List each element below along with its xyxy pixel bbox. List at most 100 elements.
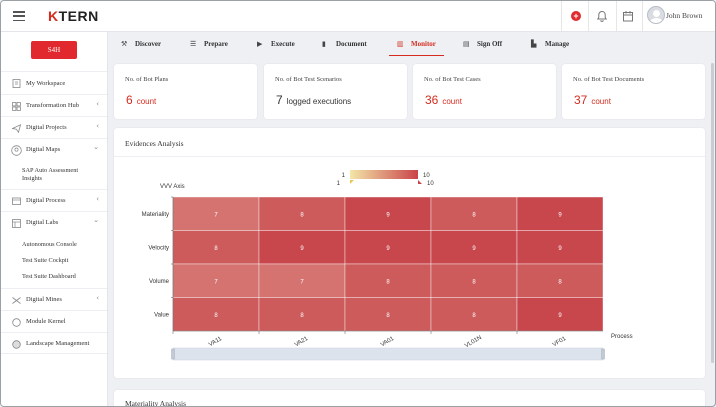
tab-prepare[interactable]: ☰ Prepare <box>190 32 228 56</box>
sidebar-item-transformation-hub[interactable]: Transformation Hub ‹ <box>1 94 107 116</box>
avatar[interactable] <box>647 6 665 24</box>
stat-value: 7 logged executions <box>276 93 352 107</box>
sidebar-item-digital-process[interactable]: Digital Process ‹ <box>1 189 107 211</box>
datazoom-slider[interactable] <box>172 347 604 361</box>
visualmap-handle-max-label: 10 <box>427 181 434 187</box>
panel-title: Evidences Analysis <box>125 139 184 148</box>
sidebar-subitem-test-suite-cockpit[interactable]: Test Suite Cockpit <box>22 257 69 264</box>
heatmap-cell-label: 9 <box>472 246 476 252</box>
sidebar-item-label: Transformation Hub <box>26 102 80 109</box>
heatmap-cell-label: 9 <box>558 313 562 319</box>
tab-execute[interactable]: ▶ Execute <box>257 32 295 56</box>
stat-value: 6 count <box>126 93 157 107</box>
workspace-icon <box>12 79 21 88</box>
visualmap-min-handle <box>350 180 354 184</box>
sidebar-item-digital-labs[interactable]: Digital Labs ⌄ <box>1 211 107 233</box>
menu-icon[interactable] <box>13 11 25 22</box>
chevron-down-icon: ⌄ <box>93 216 99 224</box>
sidebar-item-digital-projects[interactable]: Digital Projects ‹ <box>1 116 107 138</box>
heatmap-cell-label: 8 <box>214 313 218 319</box>
sidebar-subitem-autonomous-console[interactable]: Autonomous Console <box>22 241 77 248</box>
sidebar-item-digital-mines[interactable]: Digital Mines ‹ <box>1 288 107 310</box>
heatmap-cell <box>344 230 432 265</box>
visualmap-max-handle <box>418 180 422 184</box>
heatmap-cell <box>516 230 604 265</box>
stat-card-bot-plans[interactable]: No. of Bot Plans 6 count <box>114 64 257 119</box>
sidebar-item-module-kernel[interactable]: Module Kernel <box>1 310 107 332</box>
datazoom-handle-right[interactable] <box>601 348 605 360</box>
bell-icon[interactable] <box>596 10 608 22</box>
y-axis-title: VVV Axis <box>160 184 185 190</box>
tab-document[interactable]: ▮ Document <box>322 32 367 56</box>
sidebar-item-landscape-management[interactable]: Landscape Management <box>1 332 107 354</box>
sidebar-item-label: Landscape Management <box>26 340 90 347</box>
heatmap-cell-label: 7 <box>214 212 218 218</box>
tab-sign-off[interactable]: ▤ Sign Off <box>463 32 502 56</box>
heatmap-cell-label: 7 <box>214 279 218 285</box>
sidebar-item-label: Digital Process <box>26 197 66 204</box>
user-name[interactable]: John Brown <box>666 11 703 20</box>
sidebar-item-label: Module Kernel <box>26 318 66 325</box>
tab-monitor[interactable]: ▥ Monitor <box>389 32 444 56</box>
x-tick-label: VA21 <box>294 336 310 349</box>
heatmap-cell-label: 8 <box>472 212 476 218</box>
heatmap-cell-label: 8 <box>300 212 304 218</box>
stat-value: 36 count <box>425 93 462 107</box>
heatmap-cell-label: 9 <box>558 246 562 252</box>
heatmap-cell-label: 8 <box>558 279 562 285</box>
visualmap-min-label: 1 <box>342 173 346 179</box>
sidebar-item-label: Digital Maps <box>26 146 61 153</box>
chart-icon: ▥ <box>397 40 404 48</box>
y-tick-label: Materiality <box>142 212 169 218</box>
vertical-scrollbar[interactable] <box>711 63 714 363</box>
heatmap-cell <box>430 230 518 265</box>
heatmap-cell-label: 8 <box>386 279 390 285</box>
heatmap-chart: 7 8 9 8 9 8 9 9 9 9 7 7 8 8 8 8 8 8 8 9 Materiality Velocity V… <box>142 170 633 361</box>
heatmap-cell <box>344 297 432 332</box>
heatmap-cell <box>258 263 346 298</box>
x-tick-label: VF01 <box>552 336 568 349</box>
heatmap-cell-label: 7 <box>300 279 304 285</box>
stat-card-bot-test-documents[interactable]: No. of Bot Test Documents 37 count <box>562 64 705 119</box>
sidebar-item-label: My Workspace <box>26 80 66 87</box>
play-icon: ▶ <box>257 40 263 48</box>
sidebar-item-digital-maps[interactable]: Digital Maps ⌄ <box>1 138 107 160</box>
heatmap-cell-label: 8 <box>386 313 390 319</box>
add-icon[interactable]: + <box>571 11 581 21</box>
stat-card-bot-test-scenarios[interactable]: No. of Bot Test Scenarios 7 logged execu… <box>264 64 407 119</box>
sidebar-subitem-sap-auto-assessment[interactable]: SAP Auto Assessment Insights <box>22 167 79 182</box>
stat-label: No. of Bot Test Documents <box>573 76 645 83</box>
lab-icon <box>12 219 21 228</box>
document-icon: ▮ <box>322 40 326 48</box>
visualmap-max-label: 10 <box>423 173 430 179</box>
grid-icon <box>12 102 21 111</box>
tab-manage[interactable]: ▙ Manage <box>531 32 569 56</box>
heatmap-cell <box>172 297 260 332</box>
heatmap-cell-label: 8 <box>472 279 476 285</box>
stat-card-bot-test-cases[interactable]: No. of Bot Test Cases 36 count <box>413 64 556 119</box>
app-logo[interactable]: KTERN <box>48 8 99 24</box>
x-tick-label: VA11 <box>208 336 224 348</box>
tab-discover[interactable]: ⚒ Discover <box>121 32 161 56</box>
datazoom-handle-left[interactable] <box>171 348 175 360</box>
heatmap-cell <box>258 196 346 231</box>
x-tick-label: VA01 <box>380 336 396 349</box>
y-tick-label: Volume <box>149 279 170 285</box>
tab-bar: ⚒ Discover ☰ Prepare ▶ Execute ▮ Document ▥ M… <box>109 32 715 58</box>
s4h-badge[interactable]: S4H <box>31 41 77 59</box>
heatmap-cell-label: 8 <box>472 313 476 319</box>
heatmap-cell <box>516 297 604 332</box>
heatmap-cell <box>516 263 604 298</box>
calendar-icon[interactable] <box>622 10 634 22</box>
heatmap-cell <box>172 263 260 298</box>
stat-label: No. of Bot Test Cases <box>424 76 481 83</box>
stat-value: 37 count <box>574 93 611 107</box>
materiality-panel: Materiality Analysis <box>114 390 705 407</box>
heatmap-cell <box>258 297 346 332</box>
map-icon <box>11 145 22 156</box>
x-tick-label: VL01N <box>464 335 483 349</box>
panel-title: Materiality Analysis <box>125 399 187 407</box>
sidebar-subitem-test-suite-dashboard[interactable]: Test Suite Dashboard <box>22 273 76 280</box>
sidebar-item-my-workspace[interactable]: My Workspace <box>1 71 107 94</box>
tools-icon: ⚒ <box>121 40 128 48</box>
